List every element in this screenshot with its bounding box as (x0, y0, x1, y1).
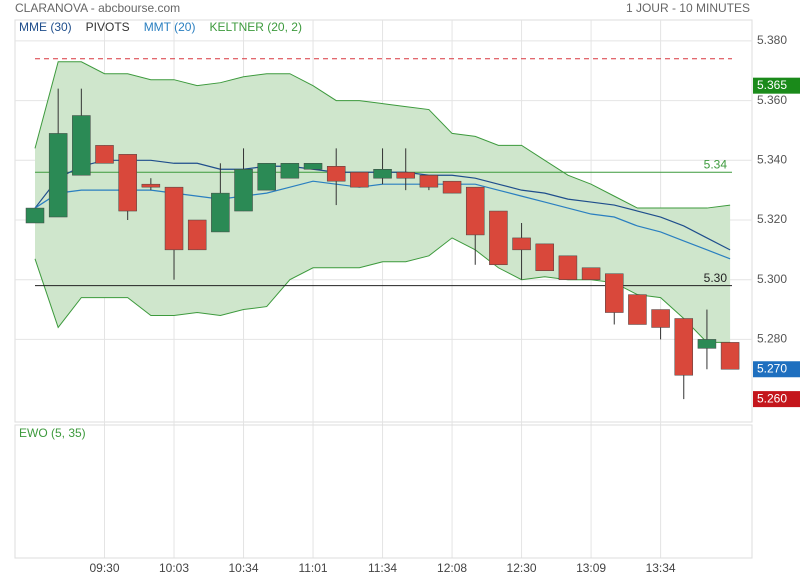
keltner-upper (34, 61, 731, 209)
plot-frame (14, 19, 753, 423)
page-title: CLARANOVA - abcbourse.com (15, 1, 180, 15)
x-tick-label: 12:08 (437, 561, 467, 575)
x-tick-label: 11:01 (298, 561, 327, 575)
legend-entry: KELTNER (20, 2) (209, 20, 301, 34)
candle-body (489, 210, 508, 266)
indicator-frame (14, 424, 753, 559)
x-tick-label: 12:30 (507, 561, 537, 575)
y-tick-label: 5.360 (757, 93, 787, 107)
legend-entry: MMT (20) (144, 20, 196, 34)
x-tick-label: 13:34 (646, 561, 676, 575)
candle-body (48, 133, 68, 218)
candle-body (303, 163, 323, 170)
keltner-fill (35, 61, 731, 343)
x-tick-label: 11:34 (368, 561, 397, 575)
price-tag-label: 5.365 (757, 78, 787, 92)
y-tick-label: 5.340 (757, 152, 787, 166)
candle-body (141, 183, 161, 188)
candle-body (605, 273, 624, 313)
candle-body (558, 255, 578, 280)
candle-body (465, 186, 485, 236)
candle-body (95, 145, 114, 164)
period: 1 JOUR - 10 MINUTES (626, 1, 750, 15)
candle-body (697, 339, 717, 349)
price-tag (753, 361, 800, 378)
x-tick-label: 10:34 (229, 561, 259, 575)
indicator-title: EWO (5, 35) (19, 426, 86, 440)
candle-body (535, 243, 554, 271)
candle-body (628, 294, 647, 325)
candle-body (72, 115, 91, 176)
candle-body (581, 267, 601, 280)
candle-body (187, 219, 207, 251)
y-tick-label: 5.320 (757, 212, 787, 226)
candle-body (257, 163, 276, 191)
pivot-label: 5.34 (704, 157, 728, 171)
legend-entry: MME (30) (19, 20, 72, 34)
candle-body (350, 171, 369, 188)
legend-entry: PIVOTS (86, 20, 130, 34)
x-tick-label: 09:30 (89, 561, 119, 575)
candle-body (419, 174, 439, 188)
candle-body (396, 171, 415, 179)
price-tag (753, 391, 800, 408)
candle-body (211, 192, 230, 233)
candle-body (164, 186, 184, 251)
y-tick-label: 5.380 (757, 33, 787, 47)
y-tick-label: 5.300 (757, 272, 787, 286)
pivot-label: 5.30 (704, 271, 728, 285)
x-tick-label: 10:03 (159, 561, 189, 575)
price-tag (753, 77, 800, 94)
candle-body (512, 237, 531, 251)
price-tag-label: 5.260 (757, 391, 787, 405)
candle-body (234, 169, 253, 212)
price-tag-label: 5.270 (757, 361, 787, 375)
candle-body (25, 207, 45, 224)
candle-body (280, 163, 300, 179)
candle-body (720, 342, 740, 370)
candle-body (442, 180, 462, 194)
y-tick-label: 5.280 (757, 332, 787, 346)
candle-body (373, 169, 392, 179)
candle-body (674, 318, 694, 376)
candle-body (651, 309, 670, 328)
candle-body (118, 154, 137, 212)
x-tick-label: 13:09 (576, 561, 606, 575)
candle-body (326, 166, 346, 182)
